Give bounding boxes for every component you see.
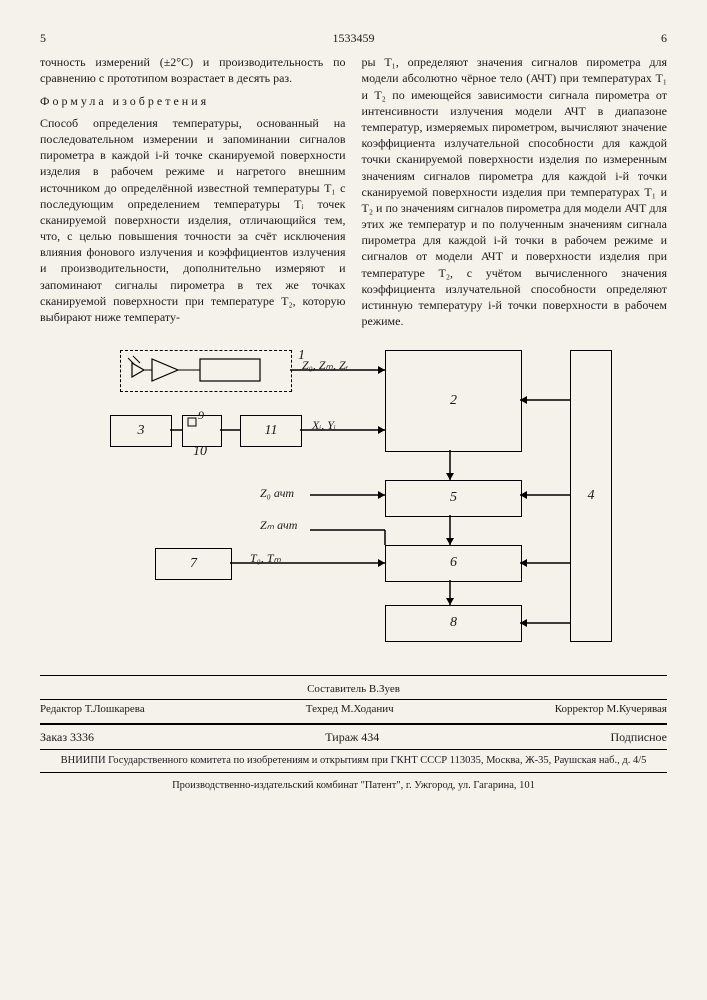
signal-t: T₀, Tₘ [250, 550, 281, 566]
box-4-label: 4 [588, 487, 595, 506]
signal-top: Z₀, Zₘ, Zᵣ [302, 357, 349, 373]
text-columns: точность измерений (±2°С) и производител… [40, 54, 667, 335]
left-column: точность измерений (±2°С) и производител… [40, 54, 346, 335]
formula-heading: Формула изобретения [40, 93, 346, 109]
left-para-2: Способ определения температуры, основанн… [40, 115, 346, 325]
box-2-label: 2 [450, 392, 457, 411]
box-2: 2 [385, 350, 522, 452]
box-6: 6 [385, 545, 522, 582]
signal-xy: Xᵢ, Yᵢ [312, 417, 336, 433]
box-5: 5 [385, 480, 522, 517]
printer-line: Производственно-издательский комбинат "П… [40, 773, 667, 793]
signal-zm: Zₘ ачт [260, 517, 297, 533]
box-6-label: 6 [450, 554, 457, 573]
box-4: 4 [570, 350, 612, 642]
editor-row: Редактор Т.Лошкарева Техред М.Ходанич Ко… [40, 699, 667, 719]
block-diagram: 1 [40, 345, 667, 655]
box-8: 8 [385, 605, 522, 642]
box-10-label: 10 [193, 443, 207, 462]
page-num-right: 6 [661, 30, 667, 46]
page-header: 5 1533459 6 [40, 30, 667, 46]
tehred: Техред М.Ходанич [306, 702, 394, 717]
box-3: 3 [110, 415, 172, 447]
left-para-1: точность измерений (±2°С) и производител… [40, 54, 346, 86]
editor: Редактор Т.Лошкарева [40, 702, 145, 717]
tirage: Тираж 434 [325, 729, 379, 745]
box-11-label: 11 [265, 422, 278, 441]
box-9-label: 9 [198, 407, 204, 423]
box-8-label: 8 [450, 614, 457, 633]
footer: Составитель В.Зуев Редактор Т.Лошкарева … [40, 675, 667, 724]
right-para-1: ры T₁, определяют значения сигналов пиро… [362, 54, 668, 329]
box-11: 11 [240, 415, 302, 447]
box-1-container: 1 [120, 350, 292, 392]
patent-number: 1533459 [333, 30, 375, 46]
compiler: Составитель В.Зуев [307, 682, 400, 697]
compiler-row: Составитель В.Зуев [40, 680, 667, 699]
vniipi-address: ВНИИПИ Государственного комитета по изоб… [40, 750, 667, 773]
subscribe: Подписное [610, 729, 667, 745]
order-num: Заказ 3336 [40, 729, 94, 745]
box-7: 7 [155, 548, 232, 580]
right-column: ры T₁, определяют значения сигналов пиро… [362, 54, 668, 335]
corrector: Корректор М.Кучерявая [555, 702, 667, 717]
box-5-label: 5 [450, 489, 457, 508]
box-7-label: 7 [190, 555, 197, 574]
page-num-left: 5 [40, 30, 46, 46]
box-3-label: 3 [138, 422, 145, 441]
order-row: Заказ 3336 Тираж 434 Подписное [40, 724, 667, 750]
signal-zo: Z₀ ачт [260, 485, 294, 501]
